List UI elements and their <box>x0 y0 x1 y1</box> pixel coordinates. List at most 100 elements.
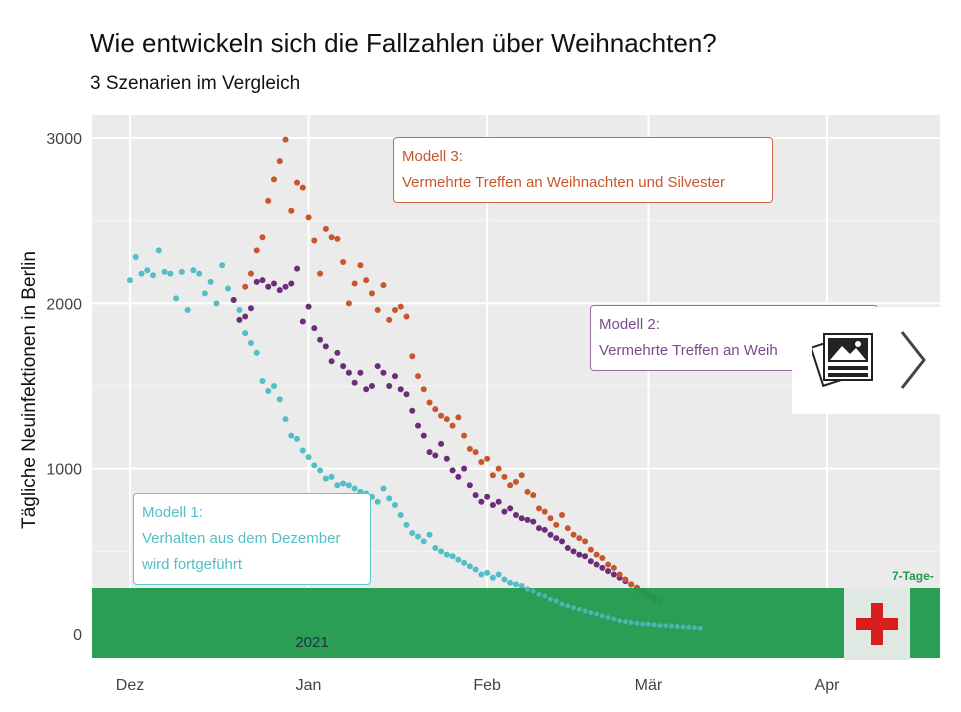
y-tick-label: 2000 <box>46 296 82 313</box>
data-point-model3 <box>628 581 635 588</box>
data-point-model1-band <box>651 622 657 628</box>
data-point-model1 <box>438 548 445 555</box>
data-point-model2 <box>363 386 370 393</box>
data-point-model3 <box>599 554 606 561</box>
data-point-model1 <box>334 482 341 489</box>
data-point-model1-band <box>634 620 640 626</box>
year-label: 2021 <box>295 634 328 651</box>
data-point-model2 <box>564 545 571 552</box>
annotation-model3-text: Vermehrte Treffen an Weihnachten und Sil… <box>402 174 725 191</box>
data-point-model1-band <box>553 598 559 604</box>
y-tick-label: 0 <box>73 627 82 644</box>
data-point-model3 <box>507 482 514 489</box>
data-point-model2 <box>593 561 600 568</box>
data-point-model1 <box>374 498 381 505</box>
data-point-model3 <box>415 373 422 380</box>
data-point-model2 <box>299 318 306 325</box>
data-point-model1 <box>386 495 393 502</box>
data-point-model3 <box>582 538 589 545</box>
data-point-model1 <box>294 435 301 442</box>
data-point-model2 <box>495 498 502 505</box>
chart-subtitle: 3 Szenarien im Vergleich <box>90 73 301 94</box>
data-point-model1-band <box>559 601 565 607</box>
data-point-model3 <box>288 207 295 214</box>
data-point-model1 <box>432 545 439 552</box>
data-point-model2 <box>426 449 433 456</box>
image-gallery-icon[interactable] <box>812 322 877 397</box>
data-point-model2 <box>489 502 496 509</box>
data-point-model1-band <box>524 586 530 592</box>
data-point-model3 <box>455 414 462 421</box>
data-point-model1-band <box>680 624 686 630</box>
data-point-model1 <box>236 306 243 313</box>
red-cross-badge[interactable] <box>844 587 910 660</box>
x-tick-label: Feb <box>473 677 501 694</box>
data-point-model3 <box>345 300 352 307</box>
data-point-model2 <box>276 287 283 294</box>
data-point-model3 <box>518 472 525 479</box>
annotation-model1: Modell 1: Verhalten aus dem Dezember wir… <box>133 493 371 585</box>
data-point-model1 <box>259 378 266 385</box>
data-point-model1 <box>265 387 272 394</box>
data-point-model2 <box>438 440 445 447</box>
data-point-model3 <box>391 306 398 313</box>
data-point-model3 <box>311 237 318 244</box>
gallery-overlay[interactable] <box>792 307 961 414</box>
data-point-model2 <box>599 564 606 571</box>
data-point-model2 <box>351 379 358 386</box>
data-point-model1 <box>455 556 462 563</box>
data-point-model2 <box>415 422 422 429</box>
data-point-model2 <box>582 553 589 560</box>
data-point-model1 <box>161 268 168 275</box>
data-point-model2 <box>374 363 381 370</box>
data-point-model2 <box>553 535 560 542</box>
data-point-model1 <box>340 480 347 487</box>
data-point-model1 <box>190 267 197 274</box>
chevron-right-icon[interactable] <box>892 322 932 397</box>
data-point-model2 <box>259 277 266 284</box>
data-point-model3 <box>368 290 375 297</box>
data-point-model3 <box>397 303 404 310</box>
data-point-model1 <box>150 272 157 279</box>
data-point-model3 <box>426 399 433 406</box>
data-point-model1-band <box>686 624 692 630</box>
data-point-model3 <box>466 445 473 452</box>
data-point-model1-band <box>605 614 611 620</box>
data-point-model3 <box>610 564 617 571</box>
data-point-model2 <box>484 493 491 500</box>
data-point-model1-band <box>663 623 669 629</box>
data-point-model2 <box>230 297 237 304</box>
data-point-model2 <box>547 531 554 538</box>
data-point-model1 <box>132 254 139 261</box>
data-point-model1 <box>472 566 479 573</box>
data-point-model3 <box>524 488 531 495</box>
data-point-model1 <box>167 270 174 277</box>
data-point-model2 <box>541 526 548 533</box>
data-point-model2 <box>443 455 450 462</box>
data-point-model1-band <box>599 613 605 619</box>
data-point-model2 <box>247 305 254 312</box>
data-point-model2 <box>397 386 404 393</box>
data-point-model1 <box>322 475 329 482</box>
data-point-model3 <box>553 521 560 528</box>
data-point-model1-band <box>611 616 617 622</box>
data-point-model3 <box>478 459 485 466</box>
annotation-model2-title: Modell 2: <box>599 316 660 333</box>
data-point-model2 <box>478 498 485 505</box>
data-point-model1 <box>271 383 278 389</box>
data-point-model1 <box>489 574 496 581</box>
data-point-model3 <box>547 515 554 522</box>
data-point-model3 <box>420 386 427 393</box>
data-point-model2 <box>236 316 243 323</box>
data-point-model3 <box>259 234 266 241</box>
data-point-model3 <box>322 225 329 232</box>
data-point-model1 <box>518 583 525 590</box>
data-point-model1-band <box>536 591 542 597</box>
data-point-model1 <box>178 268 185 275</box>
data-point-model3 <box>334 235 341 242</box>
data-point-model2 <box>305 303 312 310</box>
data-point-model1-band <box>588 610 594 616</box>
data-point-model1-band <box>645 621 651 627</box>
data-point-model2 <box>340 363 347 370</box>
data-point-model1-band <box>565 603 571 609</box>
